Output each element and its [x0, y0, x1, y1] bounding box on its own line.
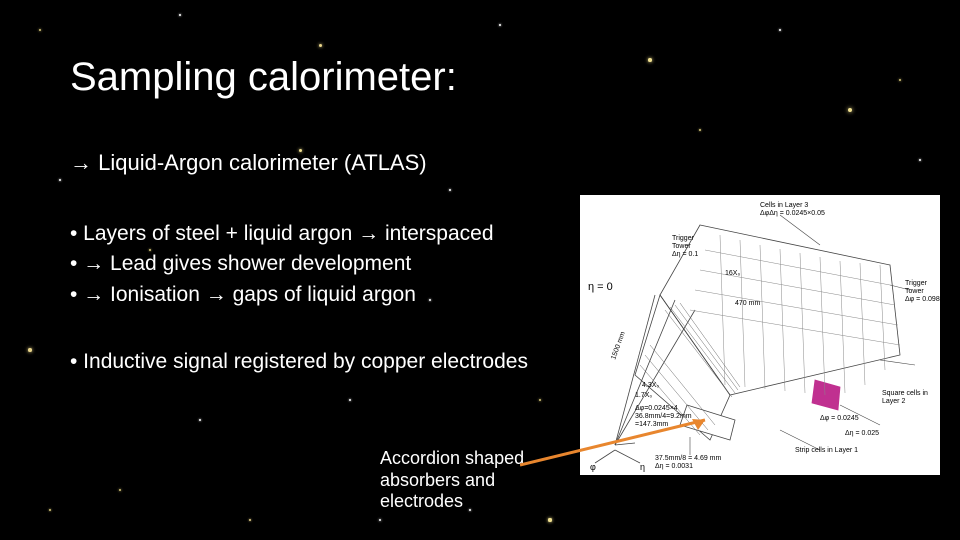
- svg-text:Δη = 0.1: Δη = 0.1: [672, 251, 698, 258]
- svg-text:16X₀: 16X₀: [725, 270, 740, 277]
- star: [349, 399, 351, 401]
- svg-text:=147.3mm: =147.3mm: [635, 421, 668, 428]
- svg-text:ΔφΔη = 0.0245×0.05: ΔφΔη = 0.0245×0.05: [760, 210, 825, 217]
- slide-title: Sampling calorimeter:: [70, 55, 457, 100]
- svg-text:Δη = 0.025: Δη = 0.025: [845, 430, 879, 437]
- svg-text:Cells in Layer 3: Cells in Layer 3: [760, 202, 808, 209]
- bullet-item: • → Ionisation → gaps of liquid argon: [70, 281, 494, 309]
- star: [179, 14, 181, 16]
- svg-text:Δφ = 0.0245: Δφ = 0.0245: [820, 415, 859, 422]
- svg-text:η: η: [640, 462, 645, 472]
- bullet-list-1: • Layers of steel + liquid argon → inter…: [70, 220, 494, 311]
- caption-line: electrodes: [380, 491, 524, 513]
- svg-text:Trigger: Trigger: [672, 235, 695, 242]
- star: [319, 44, 322, 47]
- star: [39, 29, 41, 31]
- svg-text:37.5mm/8 = 4.69 mm: 37.5mm/8 = 4.69 mm: [655, 455, 722, 462]
- star: [249, 519, 251, 521]
- star: [848, 108, 852, 112]
- star: [119, 489, 122, 492]
- star: [59, 179, 61, 181]
- svg-text:Δφ = 0.0982: Δφ = 0.0982: [905, 296, 940, 303]
- atlas-calorimeter-diagram: Cells in Layer 3 ΔφΔη = 0.0245×0.05 Trig…: [580, 195, 940, 475]
- svg-text:Tower: Tower: [672, 243, 691, 250]
- accordion-caption: Accordion shaped absorbers and electrode…: [380, 448, 524, 513]
- bullet-item: • Layers of steel + liquid argon → inter…: [70, 220, 494, 248]
- svg-text:Δφ=0.0245×4: Δφ=0.0245×4: [635, 405, 678, 412]
- svg-text:Strip cells in Layer 1: Strip cells in Layer 1: [795, 447, 858, 454]
- star: [548, 518, 551, 521]
- svg-text:1.7X₀: 1.7X₀: [635, 392, 652, 399]
- caption-line: absorbers and: [380, 470, 524, 492]
- star: [379, 519, 381, 521]
- svg-text:1500 mm: 1500 mm: [610, 331, 627, 361]
- svg-text:φ: φ: [590, 462, 596, 472]
- diagram-svg: Cells in Layer 3 ΔφΔη = 0.0245×0.05 Trig…: [580, 195, 940, 475]
- star: [779, 29, 781, 31]
- svg-text:Δη = 0.0031: Δη = 0.0031: [655, 463, 693, 470]
- diagram-labels: Cells in Layer 3 ΔφΔη = 0.0245×0.05 Trig…: [588, 202, 940, 472]
- star: [199, 419, 201, 421]
- slide-subtitle: → Liquid-Argon calorimeter (ATLAS): [70, 150, 427, 176]
- bullet-item: • → Lead gives shower development: [70, 250, 494, 278]
- svg-text:Square cells in: Square cells in: [882, 390, 928, 397]
- star: [919, 159, 921, 161]
- svg-text:Layer 2: Layer 2: [882, 398, 905, 405]
- star: [699, 129, 701, 131]
- star: [648, 58, 652, 62]
- svg-text:Tower: Tower: [905, 288, 924, 295]
- star: [539, 399, 541, 401]
- star: [499, 24, 501, 26]
- svg-text:Trigger: Trigger: [905, 280, 928, 287]
- slide: Sampling calorimeter: → Liquid-Argon cal…: [0, 0, 960, 540]
- star: [449, 189, 451, 191]
- svg-text:36.8mm/4=9.2mm: 36.8mm/4=9.2mm: [635, 413, 692, 420]
- star: [899, 79, 901, 81]
- star: [49, 509, 51, 511]
- svg-text:470 mm: 470 mm: [735, 300, 760, 307]
- svg-text:η = 0: η = 0: [588, 281, 613, 293]
- svg-text:4.3X₀: 4.3X₀: [642, 382, 659, 389]
- bullet-list-2: • Inductive signal registered by copper …: [70, 350, 528, 374]
- caption-line: Accordion shaped: [380, 448, 524, 470]
- star: [28, 348, 32, 352]
